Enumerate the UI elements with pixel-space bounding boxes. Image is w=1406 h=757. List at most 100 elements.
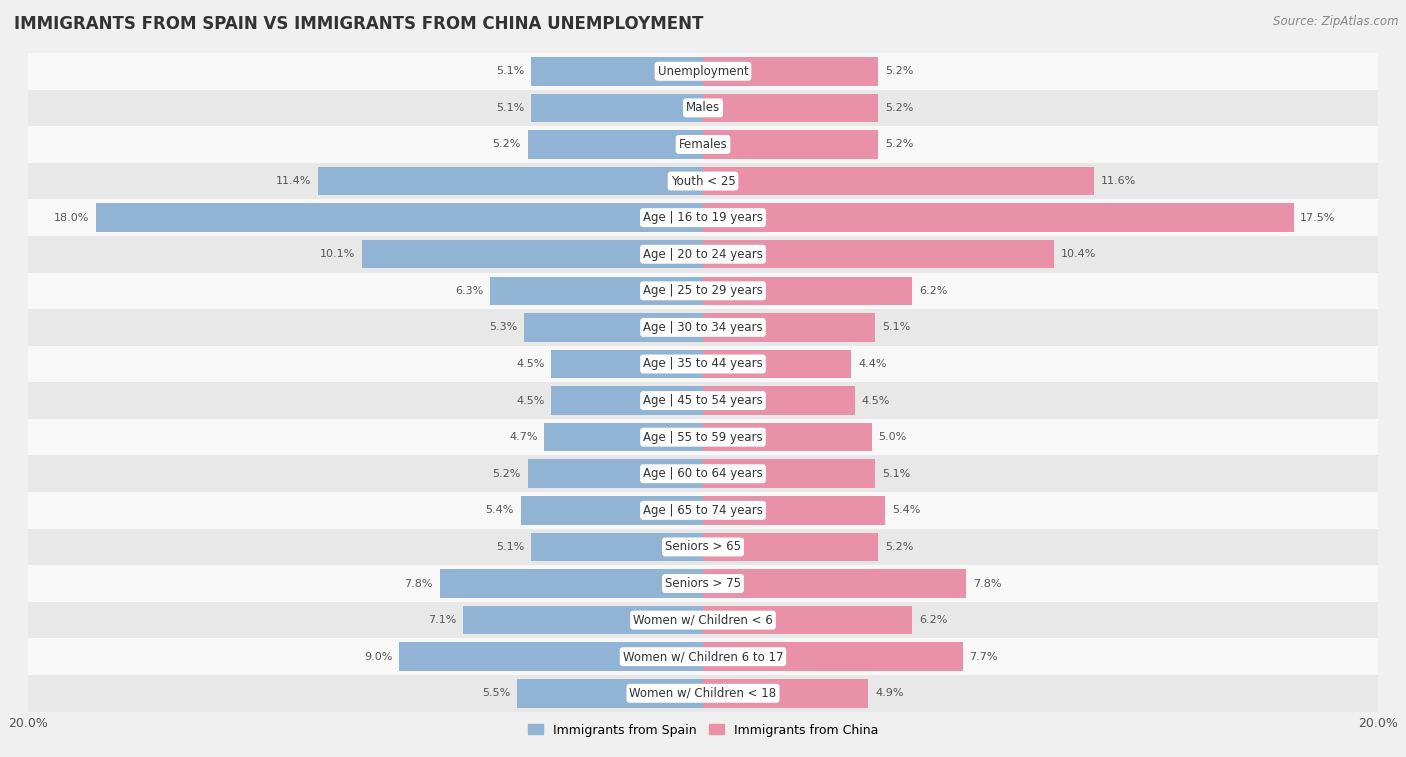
Bar bbox=[703, 204, 1294, 232]
Bar bbox=[703, 130, 879, 159]
Bar bbox=[703, 606, 912, 634]
Bar bbox=[464, 606, 703, 634]
Text: Age | 60 to 64 years: Age | 60 to 64 years bbox=[643, 467, 763, 480]
Bar bbox=[96, 204, 703, 232]
Text: 5.1%: 5.1% bbox=[496, 67, 524, 76]
Text: 11.4%: 11.4% bbox=[276, 176, 312, 186]
Bar bbox=[531, 533, 703, 561]
Text: 10.1%: 10.1% bbox=[321, 249, 356, 259]
Text: IMMIGRANTS FROM SPAIN VS IMMIGRANTS FROM CHINA UNEMPLOYMENT: IMMIGRANTS FROM SPAIN VS IMMIGRANTS FROM… bbox=[14, 15, 703, 33]
Text: 6.3%: 6.3% bbox=[456, 286, 484, 296]
Bar bbox=[363, 240, 703, 269]
Bar bbox=[318, 167, 703, 195]
Bar bbox=[527, 459, 703, 488]
Bar bbox=[28, 382, 1378, 419]
Legend: Immigrants from Spain, Immigrants from China: Immigrants from Spain, Immigrants from C… bbox=[523, 718, 883, 742]
Bar bbox=[28, 126, 1378, 163]
Bar bbox=[28, 273, 1378, 309]
Text: 5.0%: 5.0% bbox=[879, 432, 907, 442]
Bar bbox=[524, 313, 703, 341]
Text: 4.5%: 4.5% bbox=[516, 359, 544, 369]
Bar bbox=[28, 492, 1378, 528]
Bar bbox=[28, 675, 1378, 712]
Bar bbox=[28, 456, 1378, 492]
Bar bbox=[28, 528, 1378, 565]
Text: 5.1%: 5.1% bbox=[882, 469, 910, 478]
Text: Age | 25 to 29 years: Age | 25 to 29 years bbox=[643, 285, 763, 298]
Text: 11.6%: 11.6% bbox=[1101, 176, 1136, 186]
Text: Seniors > 75: Seniors > 75 bbox=[665, 577, 741, 590]
Text: 4.5%: 4.5% bbox=[862, 396, 890, 406]
Text: 6.2%: 6.2% bbox=[920, 286, 948, 296]
Bar bbox=[28, 419, 1378, 456]
Text: Source: ZipAtlas.com: Source: ZipAtlas.com bbox=[1274, 15, 1399, 28]
Text: 4.4%: 4.4% bbox=[858, 359, 887, 369]
Bar bbox=[440, 569, 703, 598]
Bar bbox=[703, 679, 869, 708]
Bar bbox=[517, 679, 703, 708]
Text: 5.4%: 5.4% bbox=[485, 506, 515, 516]
Text: Women w/ Children < 18: Women w/ Children < 18 bbox=[630, 687, 776, 699]
Text: 5.2%: 5.2% bbox=[886, 103, 914, 113]
Text: 5.5%: 5.5% bbox=[482, 688, 510, 698]
Bar bbox=[703, 496, 886, 525]
Bar bbox=[703, 94, 879, 122]
Bar bbox=[531, 94, 703, 122]
Text: Age | 30 to 34 years: Age | 30 to 34 years bbox=[643, 321, 763, 334]
Text: Age | 20 to 24 years: Age | 20 to 24 years bbox=[643, 248, 763, 260]
Bar bbox=[28, 638, 1378, 675]
Text: 5.4%: 5.4% bbox=[891, 506, 921, 516]
Text: 7.8%: 7.8% bbox=[973, 578, 1001, 588]
Text: Age | 55 to 59 years: Age | 55 to 59 years bbox=[643, 431, 763, 444]
Text: 7.7%: 7.7% bbox=[970, 652, 998, 662]
Bar bbox=[28, 565, 1378, 602]
Bar bbox=[703, 423, 872, 451]
Bar bbox=[703, 350, 852, 378]
Bar bbox=[28, 163, 1378, 199]
Text: 5.2%: 5.2% bbox=[492, 139, 520, 149]
Text: Age | 45 to 54 years: Age | 45 to 54 years bbox=[643, 394, 763, 407]
Text: 5.2%: 5.2% bbox=[886, 542, 914, 552]
Text: 5.1%: 5.1% bbox=[496, 103, 524, 113]
Bar bbox=[28, 346, 1378, 382]
Text: Women w/ Children 6 to 17: Women w/ Children 6 to 17 bbox=[623, 650, 783, 663]
Bar bbox=[703, 569, 966, 598]
Text: Women w/ Children < 6: Women w/ Children < 6 bbox=[633, 614, 773, 627]
Text: 4.5%: 4.5% bbox=[516, 396, 544, 406]
Bar bbox=[551, 386, 703, 415]
Bar bbox=[399, 643, 703, 671]
Bar bbox=[703, 459, 875, 488]
Bar bbox=[703, 276, 912, 305]
Text: 4.7%: 4.7% bbox=[509, 432, 537, 442]
Text: 7.8%: 7.8% bbox=[405, 578, 433, 588]
Bar bbox=[531, 57, 703, 86]
Text: 5.3%: 5.3% bbox=[489, 322, 517, 332]
Bar bbox=[520, 496, 703, 525]
Text: Females: Females bbox=[679, 138, 727, 151]
Text: Age | 16 to 19 years: Age | 16 to 19 years bbox=[643, 211, 763, 224]
Bar bbox=[544, 423, 703, 451]
Bar bbox=[703, 313, 875, 341]
Text: Youth < 25: Youth < 25 bbox=[671, 175, 735, 188]
Bar bbox=[28, 602, 1378, 638]
Text: 17.5%: 17.5% bbox=[1301, 213, 1336, 223]
Text: 18.0%: 18.0% bbox=[53, 213, 89, 223]
Text: Age | 65 to 74 years: Age | 65 to 74 years bbox=[643, 504, 763, 517]
Text: Age | 35 to 44 years: Age | 35 to 44 years bbox=[643, 357, 763, 370]
Bar bbox=[703, 386, 855, 415]
Bar bbox=[703, 57, 879, 86]
Bar bbox=[28, 89, 1378, 126]
Text: Seniors > 65: Seniors > 65 bbox=[665, 540, 741, 553]
Text: 4.9%: 4.9% bbox=[875, 688, 904, 698]
Bar bbox=[28, 53, 1378, 89]
Bar bbox=[28, 236, 1378, 273]
Bar bbox=[551, 350, 703, 378]
Bar bbox=[28, 199, 1378, 236]
Text: 7.1%: 7.1% bbox=[429, 615, 457, 625]
Bar bbox=[703, 643, 963, 671]
Text: 5.2%: 5.2% bbox=[886, 139, 914, 149]
Text: Unemployment: Unemployment bbox=[658, 65, 748, 78]
Text: 9.0%: 9.0% bbox=[364, 652, 392, 662]
Bar bbox=[491, 276, 703, 305]
Bar bbox=[527, 130, 703, 159]
